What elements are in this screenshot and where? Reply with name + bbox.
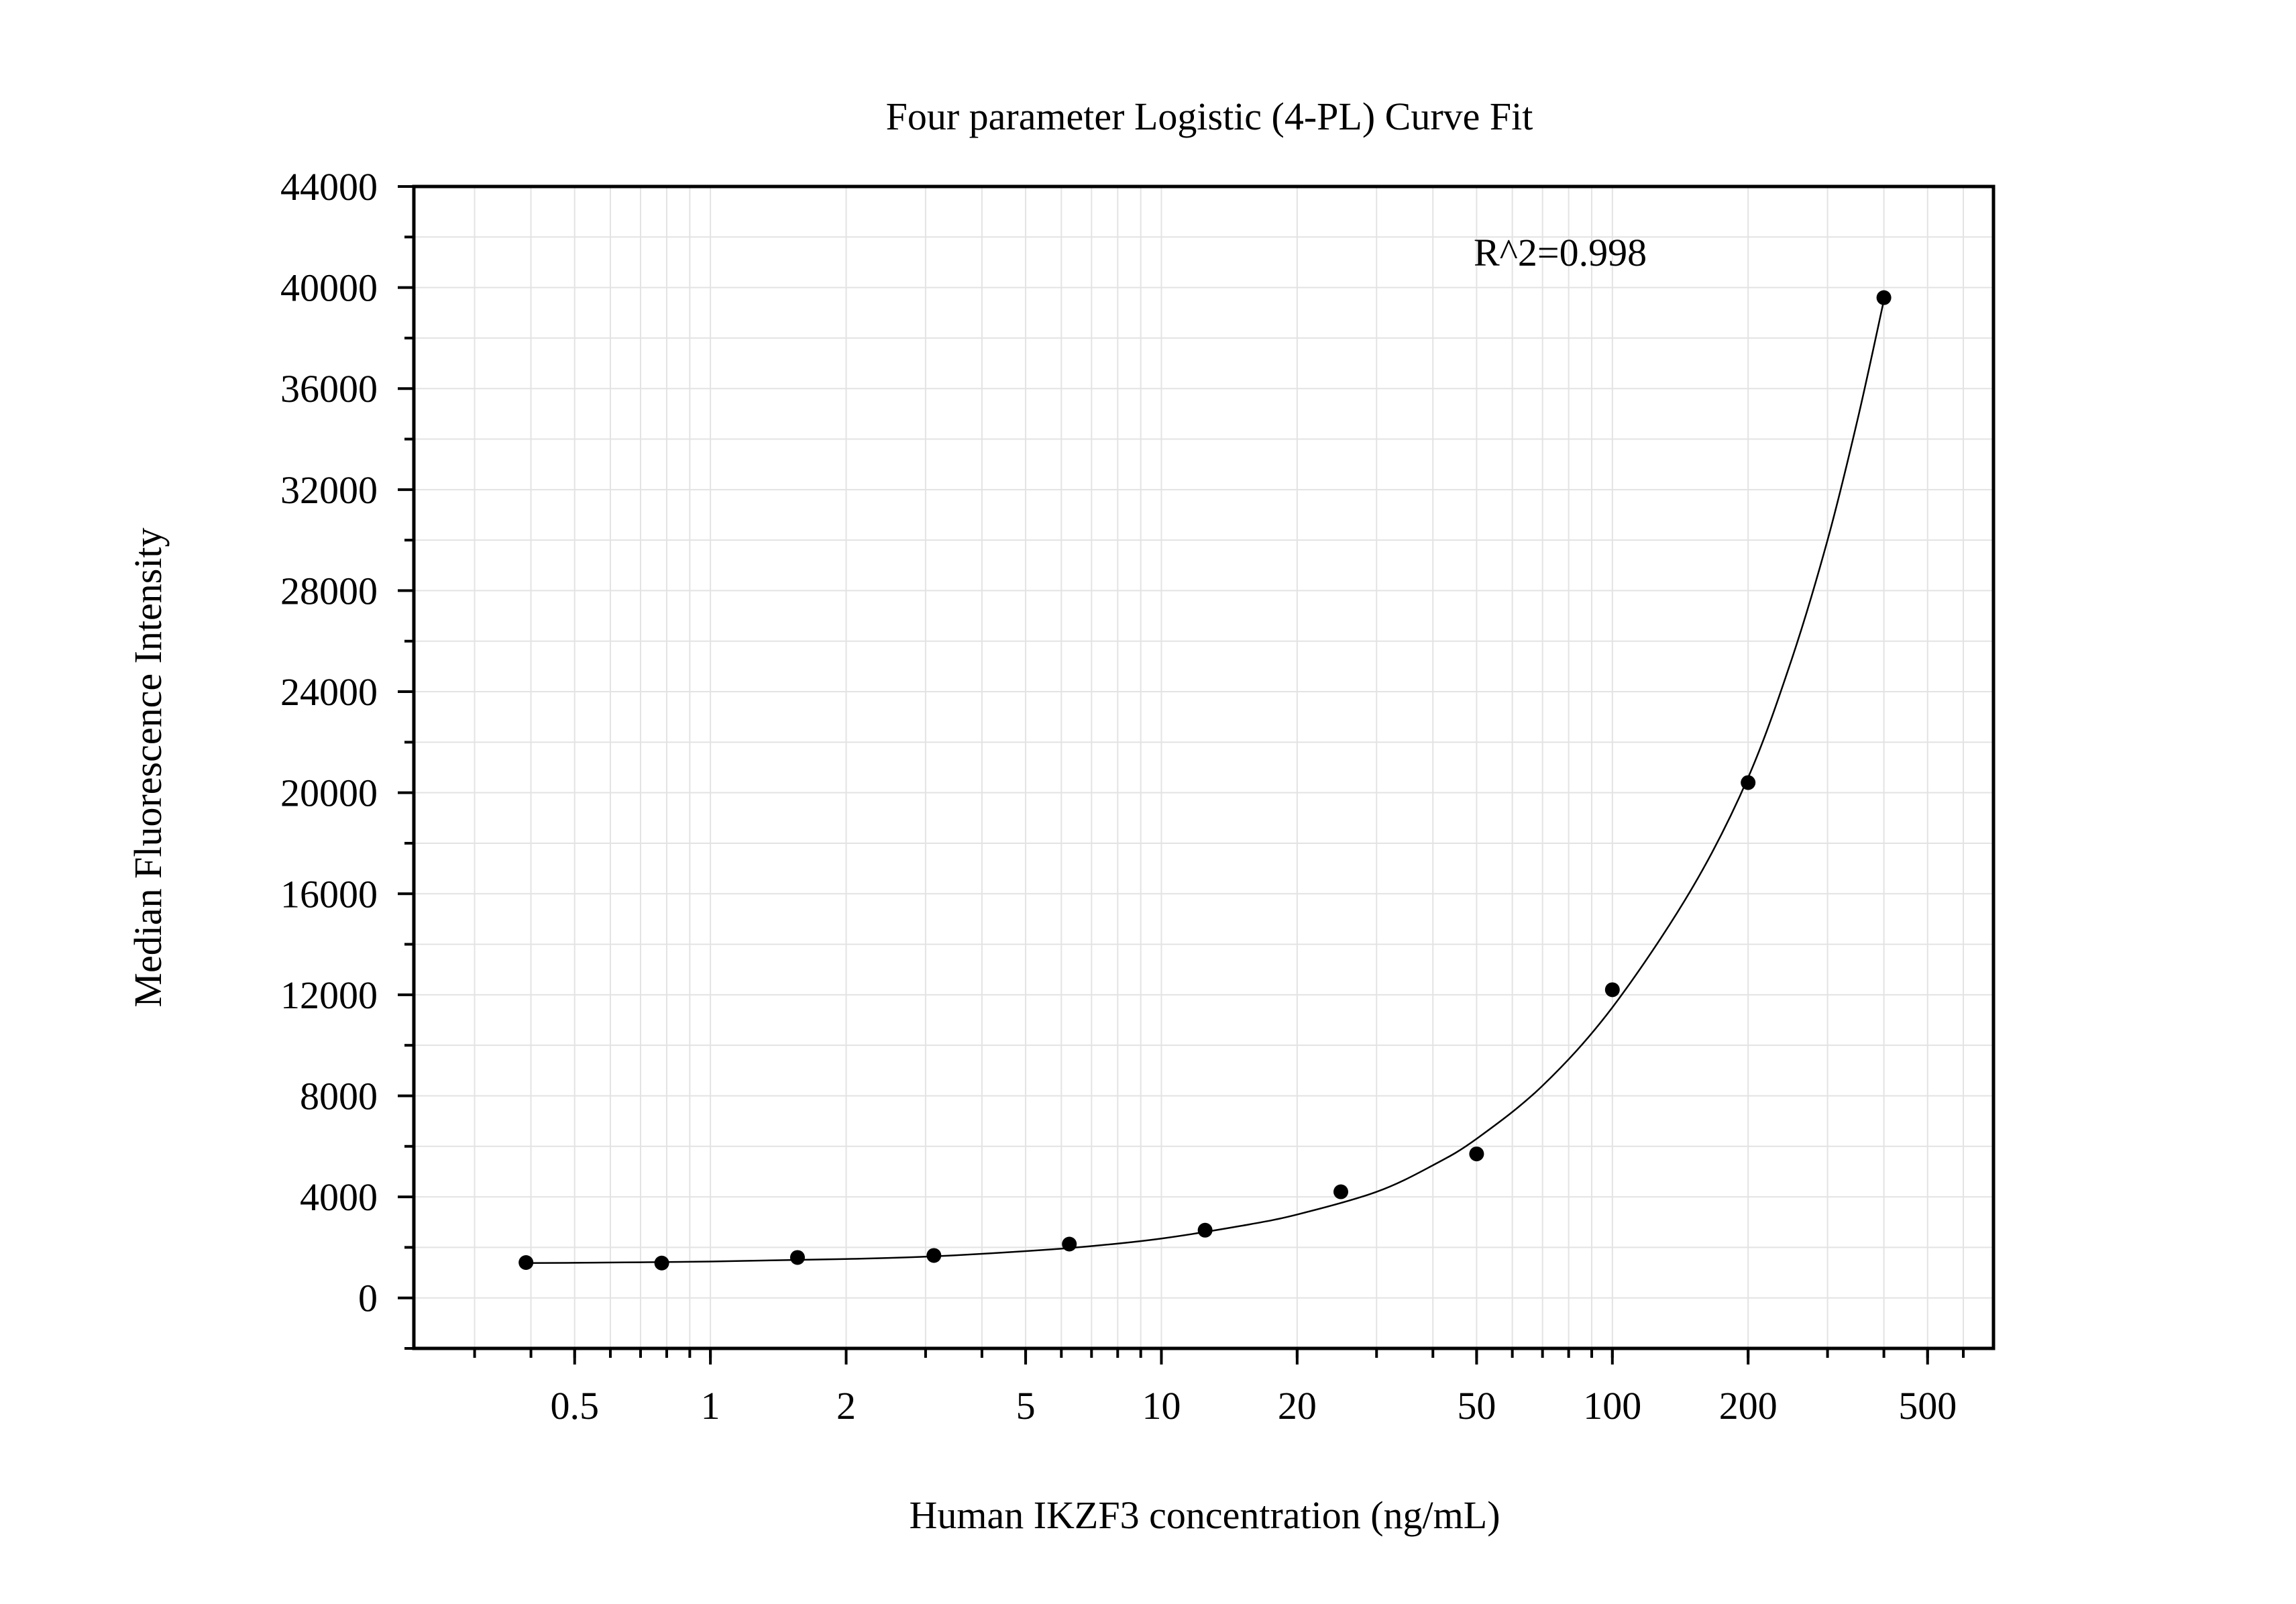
y-tick-label: 28000 <box>280 569 378 612</box>
x-tick-label: 100 <box>1583 1384 1641 1428</box>
x-tick-label: 500 <box>1898 1384 1957 1428</box>
grid <box>414 186 1993 1348</box>
data-point <box>789 1250 805 1265</box>
x-tick-label: 200 <box>1719 1384 1778 1428</box>
data-point <box>654 1255 669 1271</box>
y-axis-label: Median Fluorescence Intensity <box>126 527 170 1007</box>
data-point <box>1741 775 1756 790</box>
y-tick-label: 32000 <box>280 468 378 512</box>
data-point <box>1333 1184 1349 1199</box>
x-tick-label: 10 <box>1142 1384 1181 1428</box>
data-points <box>518 290 1892 1271</box>
x-tick-label: 1 <box>701 1384 720 1428</box>
y-tick-label: 36000 <box>280 367 378 411</box>
x-tick-label: 2 <box>836 1384 856 1428</box>
plot-frame <box>412 184 1996 1350</box>
y-tick-label: 8000 <box>300 1074 378 1118</box>
y-tick-label: 20000 <box>280 771 378 815</box>
data-point <box>1604 982 1620 998</box>
tick-labels: 0.5 1 2 5 10 20 50 100 200 500 0 4000 8000 12000 16000… <box>280 165 1957 1428</box>
data-point <box>1197 1222 1213 1238</box>
r-squared-annotation: R^2=0.998 <box>1474 231 1647 274</box>
data-point <box>926 1248 942 1263</box>
y-tick-label: 16000 <box>280 872 378 916</box>
chart-title: Four parameter Logistic (4-PL) Curve Fit <box>886 95 1533 138</box>
x-tick-label: 20 <box>1278 1384 1317 1428</box>
x-tick-label: 50 <box>1457 1384 1496 1428</box>
x-tick-label: 5 <box>1016 1384 1036 1428</box>
y-tick-label: 0 <box>358 1277 378 1320</box>
y-tick-label: 44000 <box>280 165 378 209</box>
data-point <box>1469 1146 1484 1162</box>
fit-curve <box>526 300 1885 1264</box>
data-point <box>518 1254 534 1270</box>
data-point <box>1062 1236 1077 1252</box>
y-tick-label: 12000 <box>280 973 378 1017</box>
x-axis-label: Human IKZF3 concentration (ng/mL) <box>909 1493 1500 1537</box>
y-tick-label: 40000 <box>280 266 378 310</box>
x-tick-label: 0.5 <box>550 1384 599 1428</box>
y-tick-label: 4000 <box>300 1175 378 1219</box>
axis-ticks <box>398 185 1965 1365</box>
y-tick-label: 24000 <box>280 670 378 714</box>
data-point <box>1876 290 1892 305</box>
